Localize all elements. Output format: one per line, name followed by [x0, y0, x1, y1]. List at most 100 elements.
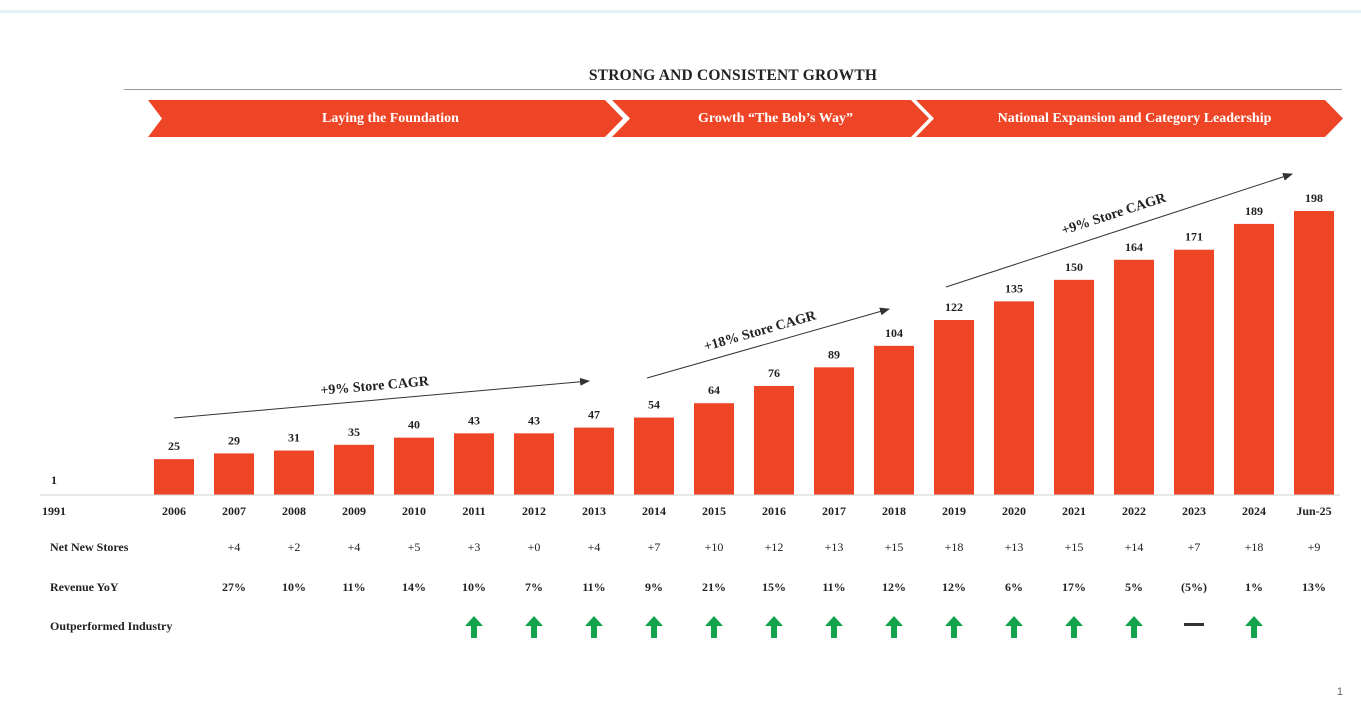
bar-2012	[514, 433, 554, 495]
row-value: +3	[467, 540, 481, 554]
data-label-2007: 29	[228, 433, 240, 447]
row-value: 27%	[222, 580, 246, 594]
outperformed-industry-row: Outperformed Industry	[0, 615, 1361, 639]
up-arrow-icon	[884, 615, 904, 644]
outperformed-industry-label: Outperformed Industry	[50, 619, 173, 633]
title-divider	[124, 89, 1342, 90]
row-value: 9%	[645, 580, 663, 594]
up-arrow-icon	[944, 615, 964, 644]
data-label-2021: 150	[1065, 260, 1083, 274]
x-tick-label: 2020	[1002, 504, 1026, 518]
cagr-annotation-3: +9% Store CAGR	[1060, 190, 1169, 238]
x-tick-label: 2012	[522, 504, 546, 518]
x-tick-label: 2014	[642, 504, 666, 518]
row-value: 12%	[882, 580, 906, 594]
cagr-trend-arrow-1	[173, 377, 590, 419]
row-value: +18	[1244, 540, 1264, 554]
row-value: 5%	[1125, 580, 1143, 594]
data-label-2019: 122	[945, 300, 963, 314]
x-tick-label: 2006	[162, 504, 186, 518]
flat-dash-icon	[1184, 615, 1204, 644]
bar-2023	[1174, 249, 1214, 495]
x-tick-label: 2010	[402, 504, 426, 518]
data-label-2023: 171	[1185, 230, 1203, 244]
x-tick-label: 2013	[582, 504, 606, 518]
x-tick-label: 2018	[882, 504, 906, 518]
cagr-trend-arrow-2	[646, 307, 890, 379]
bar-2017	[814, 367, 854, 495]
data-label-2017: 89	[828, 347, 840, 361]
data-label-2011: 43	[468, 413, 480, 427]
x-tick-label: 2009	[342, 504, 366, 518]
top-accent-line	[0, 10, 1361, 13]
data-label-2012: 43	[528, 413, 540, 427]
row-value: 11%	[342, 580, 366, 594]
bar-2013	[574, 427, 614, 495]
data-label-2006: 25	[168, 439, 180, 453]
row-value: 7%	[525, 580, 543, 594]
x-tick-label: 2023	[1182, 504, 1206, 518]
row-value: +14	[1124, 540, 1144, 554]
data-label-2024: 189	[1245, 204, 1263, 218]
x-tick-label: 2011	[462, 504, 486, 518]
phase-label: Laying the Foundation	[322, 110, 459, 126]
bar-2007	[214, 453, 254, 495]
bar-2009	[334, 444, 374, 495]
row-value: +7	[1187, 540, 1201, 554]
row-value: +2	[287, 540, 301, 554]
data-label-Jun-25: 198	[1305, 191, 1323, 205]
data-label-2016: 76	[768, 366, 780, 380]
row-value: 15%	[762, 580, 786, 594]
bar-2021	[1054, 279, 1094, 495]
data-label-2008: 31	[288, 431, 300, 445]
up-arrow-icon	[1244, 615, 1264, 644]
data-label-2009: 35	[348, 425, 360, 439]
phase-chevron-foundation: Laying the Foundation	[148, 100, 623, 137]
cagr-annotation-2: +18% Store CAGR	[702, 308, 818, 355]
row-value: +13	[1004, 540, 1024, 554]
row-value: +4	[227, 540, 241, 554]
bar-2019	[934, 320, 974, 495]
row-value: +0	[527, 540, 541, 554]
up-arrow-icon	[704, 615, 724, 644]
bar-2008	[274, 450, 314, 495]
row-value: 10%	[462, 580, 486, 594]
revenue-yoy-label: Revenue YoY	[50, 580, 119, 594]
x-tick-label: 2016	[762, 504, 786, 518]
data-label-1991: 1	[51, 473, 57, 487]
data-label-2018: 104	[885, 326, 903, 340]
data-label-2020: 135	[1005, 281, 1023, 295]
phase-chevron-expansion: National Expansion and Category Leadersh…	[916, 100, 1343, 137]
x-tick-label: Jun-25	[1296, 504, 1332, 518]
phase-label: National Expansion and Category Leadersh…	[997, 110, 1272, 126]
row-value: +18	[944, 540, 964, 554]
row-value: 12%	[942, 580, 966, 594]
revenue-yoy-row: Revenue YoY 27% 10% 11% 14% 10% 7% 11% 9% 21% 15%…	[0, 580, 1361, 600]
page-number: 1	[1336, 686, 1343, 698]
bar-2014	[634, 417, 674, 495]
up-arrow-icon	[1064, 615, 1084, 644]
data-label-2010: 40	[408, 418, 420, 432]
up-arrow-icon	[524, 615, 544, 644]
net-new-stores-row: Net New Stores +4 +2 +4 +5 +3 +0 +4 +7 +10 +12 +13…	[0, 540, 1361, 560]
x-tick-label: 2022	[1122, 504, 1146, 518]
year-axis-labels: 1991 2006 2007 2008 2009 2010 2011 2012 2013 2014…	[0, 504, 1361, 524]
phase-chevron-growth: Growth “The Bob’s Way”	[612, 100, 929, 137]
bar-2006	[154, 459, 194, 495]
x-tick-label: 2008	[282, 504, 306, 518]
net-new-stores-label: Net New Stores	[50, 540, 129, 554]
cagr-trend-arrow-3	[945, 172, 1293, 288]
row-value: 6%	[1005, 580, 1023, 594]
bar-Jun-25	[1294, 211, 1334, 495]
up-arrow-icon	[464, 615, 484, 644]
up-arrow-icon	[584, 615, 604, 644]
row-value: +9	[1307, 540, 1321, 554]
up-arrow-icon	[644, 615, 664, 644]
x-tick-label: 2019	[942, 504, 966, 518]
cagr-annotation-1: +9% Store CAGR	[320, 374, 431, 399]
row-value: 14%	[402, 580, 426, 594]
x-tick-label: 2017	[822, 504, 846, 518]
x-tick-label: 2024	[1242, 504, 1266, 518]
x-tick-label: 2007	[222, 504, 246, 518]
